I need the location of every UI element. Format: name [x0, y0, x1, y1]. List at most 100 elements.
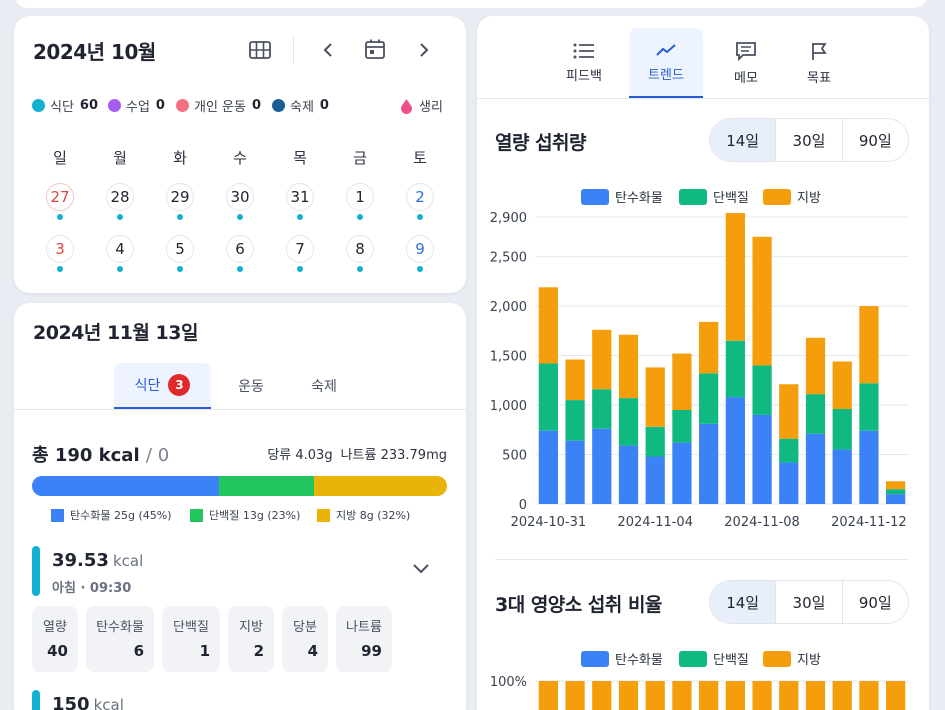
legend-personal-workout: 개인 운동 0: [176, 96, 261, 115]
meal-indicator-dot: [357, 266, 363, 272]
bar-fat[interactable]: [725, 681, 745, 710]
bar-fat[interactable]: [645, 681, 665, 710]
tab-feedback[interactable]: 피드백: [547, 28, 621, 98]
range-30d-button[interactable]: 30일: [775, 581, 841, 623]
bar-protein[interactable]: [672, 409, 692, 443]
bar-fat[interactable]: [779, 384, 799, 439]
bar-fat[interactable]: [859, 306, 879, 384]
bar-fat[interactable]: [565, 681, 585, 710]
bar-carb[interactable]: [886, 494, 906, 504]
tab-exercise[interactable]: 운동: [214, 363, 288, 409]
bar-fat[interactable]: [779, 681, 799, 710]
bar-protein[interactable]: [779, 438, 799, 463]
calendar-day[interactable]: 4: [106, 235, 134, 263]
range-selector[interactable]: 14일 30일 90일: [709, 118, 909, 162]
bar-fat[interactable]: [725, 213, 745, 341]
grid-view-icon[interactable]: [246, 36, 274, 64]
chevron-right-icon[interactable]: [410, 36, 438, 64]
bar-carb[interactable]: [618, 445, 639, 504]
range-30d-button[interactable]: 30일: [775, 119, 841, 161]
calendar-day[interactable]: 29: [166, 183, 194, 211]
tab-memo[interactable]: 메모: [709, 28, 783, 98]
bar-fat[interactable]: [805, 681, 826, 710]
bar-carb[interactable]: [645, 456, 665, 504]
bar-protein[interactable]: [752, 365, 772, 415]
calendar-day[interactable]: 1: [346, 183, 374, 211]
bar-carb[interactable]: [538, 430, 558, 504]
calendar-day[interactable]: 8: [346, 235, 374, 263]
tab-goal[interactable]: 목표: [782, 28, 856, 98]
bar-fat[interactable]: [672, 681, 692, 710]
range-90d-button[interactable]: 90일: [841, 581, 908, 623]
bar-carb[interactable]: [832, 449, 852, 504]
bar-fat[interactable]: [886, 481, 906, 490]
meal-kcal-value: 39.53: [52, 550, 109, 571]
bar-fat[interactable]: [592, 329, 612, 390]
calendar-icon[interactable]: [361, 35, 389, 63]
chip-value: 6: [133, 642, 144, 660]
bar-protein[interactable]: [538, 363, 558, 431]
bar-fat[interactable]: [832, 681, 852, 710]
calendar-day[interactable]: 9: [406, 235, 434, 263]
legend-meal: 식단 60: [32, 96, 98, 115]
bar-fat[interactable]: [886, 681, 906, 710]
bar-protein[interactable]: [805, 394, 826, 434]
bar-protein[interactable]: [699, 373, 719, 424]
legend-label: 단백질: [713, 653, 749, 668]
tab-homework[interactable]: 숙제: [287, 363, 361, 409]
range-14d-button[interactable]: 14일: [710, 581, 776, 623]
bar-fat[interactable]: [618, 681, 639, 710]
meal-kcal-value: 150: [52, 694, 90, 710]
tab-trend[interactable]: 트렌드: [629, 28, 703, 98]
bar-fat[interactable]: [699, 681, 719, 710]
bar-protein[interactable]: [565, 400, 585, 441]
calendar-day[interactable]: 31: [286, 183, 314, 211]
chevron-down-icon[interactable]: [412, 560, 430, 579]
bar-carb[interactable]: [699, 423, 719, 504]
bar-fat[interactable]: [618, 334, 639, 399]
bar-fat[interactable]: [565, 359, 585, 401]
bar-protein[interactable]: [832, 408, 852, 450]
calendar-card: 2024년 10월 식단 60 수업 0 개인 운동 0 숙제 0 생리 일 월 화 수 목 금 토…: [14, 16, 466, 293]
bar-fat[interactable]: [752, 236, 772, 366]
calendar-day[interactable]: 6: [226, 235, 254, 263]
bar-carb[interactable]: [779, 462, 799, 504]
bar-fat[interactable]: [645, 367, 665, 427]
calendar-day[interactable]: 2: [406, 183, 434, 211]
bar-carb[interactable]: [805, 433, 826, 504]
bar-carb[interactable]: [565, 440, 585, 504]
bar-fat[interactable]: [538, 681, 558, 710]
bar-fat[interactable]: [752, 681, 772, 710]
bar-carb[interactable]: [725, 397, 745, 504]
bar-fat[interactable]: [538, 287, 558, 364]
calendar-day[interactable]: 28: [106, 183, 134, 211]
calendar-day[interactable]: 7: [286, 235, 314, 263]
bar-carb[interactable]: [672, 442, 692, 504]
calendar-day[interactable]: 30: [226, 183, 254, 211]
bar-fat[interactable]: [859, 681, 879, 710]
bar-protein[interactable]: [725, 340, 745, 398]
bar-protein[interactable]: [886, 489, 906, 495]
calendar-day[interactable]: 27: [46, 183, 74, 211]
bar-fat[interactable]: [832, 361, 852, 409]
bar-carb[interactable]: [859, 430, 879, 504]
bar-protein[interactable]: [618, 398, 639, 446]
tab-meal[interactable]: 식단 3: [114, 363, 211, 409]
range-90d-button[interactable]: 90일: [841, 119, 908, 161]
range-selector[interactable]: 14일 30일 90일: [709, 580, 909, 624]
bar-fat[interactable]: [592, 681, 612, 710]
bar-fat[interactable]: [699, 321, 719, 374]
bar-protein[interactable]: [859, 383, 879, 431]
bar-fat[interactable]: [672, 353, 692, 410]
bar-protein[interactable]: [592, 389, 612, 429]
bar-protein[interactable]: [645, 426, 665, 457]
homework-dot-icon: [272, 99, 285, 112]
chevron-left-icon[interactable]: [314, 36, 342, 64]
bar-carb[interactable]: [752, 414, 772, 504]
chip-value: 40: [47, 642, 68, 660]
calendar-day[interactable]: 3: [46, 235, 74, 263]
bar-fat[interactable]: [805, 337, 826, 395]
bar-carb[interactable]: [592, 428, 612, 504]
range-14d-button[interactable]: 14일: [710, 119, 776, 161]
calendar-day[interactable]: 5: [166, 235, 194, 263]
